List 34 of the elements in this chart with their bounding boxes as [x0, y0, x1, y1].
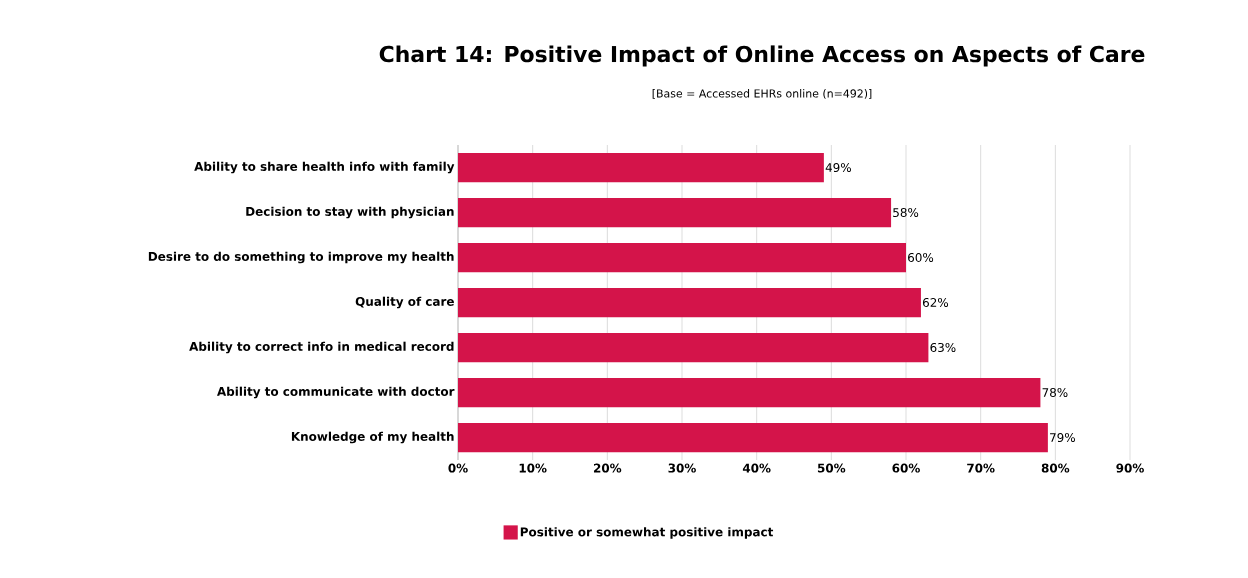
x-tick-label: 10%	[519, 463, 547, 473]
bar	[458, 197, 892, 228]
y-tick-label: Ability to communicate with doctor	[216, 386, 455, 399]
y-tick-label: Decision to stay with physician	[246, 206, 454, 219]
chart-subtitle: [Base = Accessed EHRs online (n=492)]	[652, 89, 872, 99]
x-tick-label: 70%	[967, 463, 995, 473]
bar	[458, 422, 1048, 453]
y-tick-label: Desire to do something to improve my health	[148, 251, 454, 264]
data-label: 49%	[825, 162, 851, 173]
data-label: 79%	[1050, 432, 1075, 443]
x-tick-label: 40%	[742, 463, 771, 473]
x-tick-label: 20%	[593, 463, 622, 473]
data-label: 62%	[922, 297, 949, 308]
bar	[458, 377, 1041, 408]
bar	[458, 242, 907, 273]
y-tick-label: Knowledge of my health	[291, 431, 454, 444]
y-tick-label: Ability to correct info in medical record	[189, 341, 454, 354]
x-tick-label: 80%	[1041, 463, 1070, 473]
data-label: 58%	[893, 207, 919, 218]
x-tick-label: 0%	[448, 463, 468, 473]
chart-title: Chart 14: Positive Impact of Online Access on Aspects of Care	[379, 45, 1145, 67]
data-label: 63%	[930, 342, 956, 353]
y-tick-label: Ability to share health info with family	[194, 161, 455, 174]
legend-label: Positive or somewhat positive impact	[520, 527, 774, 539]
bar	[458, 287, 921, 318]
x-tick-label: 90%	[1116, 463, 1144, 473]
data-label: 60%	[908, 252, 934, 263]
y-tick-label: Quality of care	[355, 296, 454, 309]
bar	[458, 332, 929, 363]
x-tick-label: 30%	[668, 463, 696, 473]
bar	[458, 152, 824, 183]
x-tick-label: 60%	[892, 463, 920, 473]
data-label: 78%	[1042, 387, 1068, 398]
x-tick-label: 50%	[817, 463, 846, 473]
